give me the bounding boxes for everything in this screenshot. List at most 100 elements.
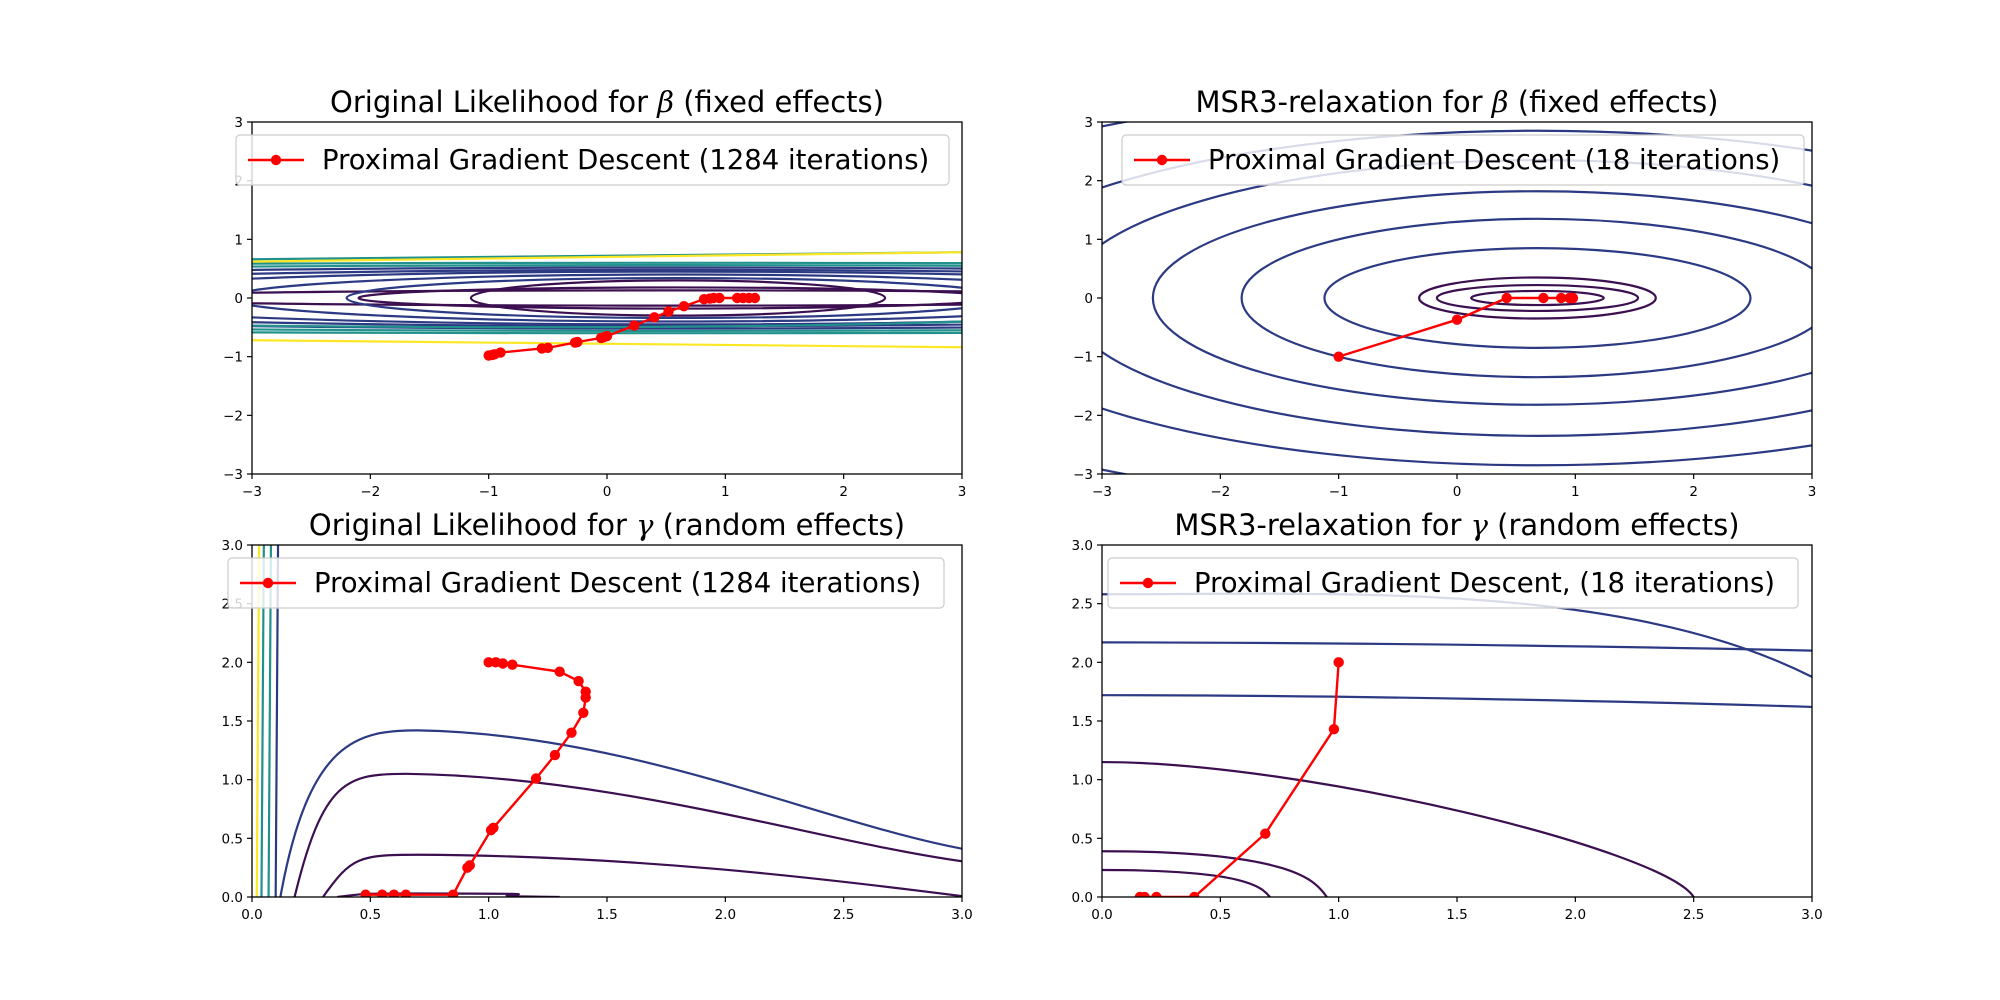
contour-line	[1323, 247, 1752, 349]
x-tick-label: 0	[603, 484, 612, 500]
contour-line	[252, 273, 962, 323]
x-tick-label: 3	[1808, 484, 1817, 500]
contour-line	[1151, 190, 1812, 406]
legend-box	[1121, 134, 1805, 186]
x-tick-label: 0.5	[1210, 907, 1231, 923]
x-tick-label: −3	[1092, 484, 1112, 500]
contour-line	[252, 320, 962, 329]
legend-marker	[1142, 577, 1154, 589]
path-point	[649, 312, 660, 323]
x-tick-label: 0	[1453, 484, 1462, 500]
path-point	[578, 707, 589, 718]
contour-line	[1418, 276, 1657, 320]
path-point	[1538, 292, 1549, 304]
path-point	[1151, 891, 1162, 897]
x-tick-label: −1	[1329, 484, 1349, 500]
path-point	[542, 342, 554, 354]
path-point	[1451, 314, 1463, 325]
contour-line	[357, 286, 962, 310]
legend-label: Proximal Gradient Descent, (18 iteration…	[1194, 567, 1775, 599]
chart-title-text: (fixed effects)	[1509, 85, 1719, 119]
optimizer-path	[483, 292, 761, 361]
contour-line	[469, 279, 887, 317]
legend-marker	[1156, 154, 1168, 166]
contour-line	[1470, 289, 1605, 307]
contour-line	[1102, 694, 1812, 709]
chart-title-symbol: β	[656, 85, 674, 119]
path-point	[549, 749, 561, 761]
path-point	[376, 889, 388, 897]
x-tick-label: 0.5	[360, 907, 381, 923]
y-tick-label: 0	[234, 291, 243, 307]
chart-title: MSR3-relaxation for β (fixed effects)	[1196, 85, 1719, 119]
x-tick-label: 3.0	[1801, 907, 1822, 923]
path-point	[1333, 351, 1344, 362]
y-tick-label: 3	[1084, 115, 1093, 131]
chart-title-text: Original Likelihood for	[330, 85, 657, 119]
legend: Proximal Gradient Descent (1284 iteratio…	[235, 134, 950, 186]
y-tick-label: 1.0	[222, 773, 243, 789]
path-point	[580, 692, 591, 703]
path-point	[714, 292, 725, 304]
legend: Proximal Gradient Descent (18 iterations…	[1121, 134, 1805, 186]
x-tick-label: 3.0	[951, 907, 972, 923]
y-tick-label: 2.0	[222, 655, 243, 671]
chart-title-text: (random effects)	[1488, 508, 1740, 542]
y-tick-label: −1	[1073, 350, 1093, 366]
chart-title-text: (random effects)	[653, 508, 905, 542]
legend-label: Proximal Gradient Descent (1284 iteratio…	[322, 144, 929, 176]
y-tick-label: 1.0	[1072, 773, 1093, 789]
chart-title-symbol: β	[1491, 85, 1509, 119]
y-tick-label: 2.0	[1072, 655, 1093, 671]
legend: Proximal Gradient Descent (1284 iteratio…	[227, 557, 945, 609]
path-point	[572, 336, 583, 348]
chart-title-text: MSR3-relaxation for	[1196, 85, 1492, 119]
y-tick-label: 0	[1084, 291, 1093, 307]
path-point	[1189, 891, 1200, 897]
y-tick-label: 0.5	[222, 831, 243, 847]
path-point	[1501, 292, 1512, 304]
x-tick-label: 3	[958, 484, 967, 500]
x-tick-label: 1.5	[596, 907, 617, 923]
x-tick-label: 2.5	[833, 907, 854, 923]
y-tick-label: 0.5	[1072, 831, 1093, 847]
x-tick-label: 1.0	[1328, 907, 1349, 923]
path-point	[566, 727, 577, 738]
chart-title: Original Likelihood for β (fixed effects…	[330, 85, 884, 119]
contour-line	[252, 268, 962, 328]
chart-title-text: (fixed effects)	[674, 85, 884, 119]
y-tick-label: −1	[223, 350, 243, 366]
contour-line	[252, 270, 962, 326]
panel-beta-msr3: −3 −2 −1 0 1 2 3 −3 −2 −1 0 1 2 3 MSR3-relaxation for …	[1073, 85, 1817, 500]
path-point	[530, 773, 542, 784]
path-point	[1260, 828, 1271, 839]
legend-marker	[262, 577, 274, 589]
legend-box	[1107, 557, 1799, 609]
legend-box	[227, 557, 945, 609]
path-point	[663, 306, 674, 317]
contour-line	[1102, 641, 1812, 652]
contour-line	[322, 853, 962, 897]
x-tick-label: −2	[1210, 484, 1230, 500]
path-point	[1567, 292, 1579, 304]
path-point	[1134, 891, 1146, 897]
legend-marker	[270, 154, 282, 166]
path-point	[1555, 292, 1567, 304]
x-tick-label: 0.0	[1091, 907, 1112, 923]
chart-title: Original Likelihood for γ (random effect…	[309, 508, 905, 542]
path-point	[495, 347, 506, 358]
chart-title-text: Original Likelihood for	[309, 508, 636, 542]
optimizer-path	[1134, 657, 1344, 897]
contour-line	[1102, 760, 1695, 897]
optimizer-path	[360, 657, 591, 897]
path-point	[388, 889, 400, 897]
chart-title-text: MSR3-relaxation for	[1174, 508, 1470, 542]
x-tick-label: 0.0	[241, 907, 262, 923]
x-tick-label: −1	[479, 484, 499, 500]
y-tick-label: 0.0	[222, 890, 243, 906]
path-point	[497, 658, 509, 669]
contour-lines	[252, 251, 962, 349]
y-tick-label: 2.5	[1072, 597, 1093, 613]
y-tick-label: 3.0	[222, 538, 243, 554]
